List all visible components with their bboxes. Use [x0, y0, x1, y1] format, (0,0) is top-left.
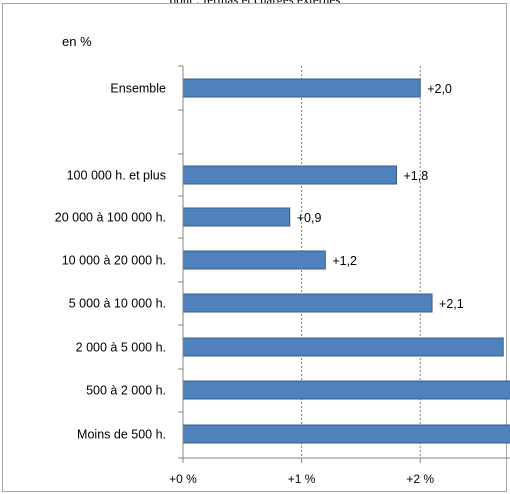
bar	[182, 424, 510, 444]
category-label: 2 000 à 5 000 h.	[76, 341, 166, 355]
x-tick-label: +1 %	[288, 472, 316, 486]
data-label: +2,1	[439, 297, 464, 311]
data-label: +1,2	[332, 254, 357, 268]
bar	[182, 78, 421, 98]
data-label: +2,0	[427, 82, 452, 96]
category-label: 5 000 à 10 000 h.	[69, 297, 166, 311]
x-tick-label: +2 %	[406, 472, 434, 486]
unit-label: en %	[62, 34, 92, 49]
axes	[178, 65, 510, 463]
bar	[182, 250, 326, 270]
category-label: Moins de 500 h.	[77, 428, 166, 442]
bar	[182, 165, 397, 185]
category-label: 10 000 à 20 000 h.	[62, 254, 166, 268]
labels: +0 %+1 %+2 %+3 %+4 %+5 %Ensemble+2,0100 …	[55, 82, 464, 487]
bar	[182, 207, 291, 227]
bar	[182, 380, 510, 400]
x-tick-label: +0 %	[169, 472, 197, 486]
category-label: Ensemble	[110, 82, 166, 96]
category-label: 20 000 à 100 000 h.	[55, 211, 166, 225]
category-label: 100 000 h. et plus	[67, 169, 166, 183]
data-label: +0,9	[297, 211, 322, 225]
bar	[182, 337, 504, 357]
data-label: +1,8	[403, 169, 428, 183]
bar	[182, 293, 433, 313]
category-label: 500 à 2 000 h.	[86, 384, 166, 398]
